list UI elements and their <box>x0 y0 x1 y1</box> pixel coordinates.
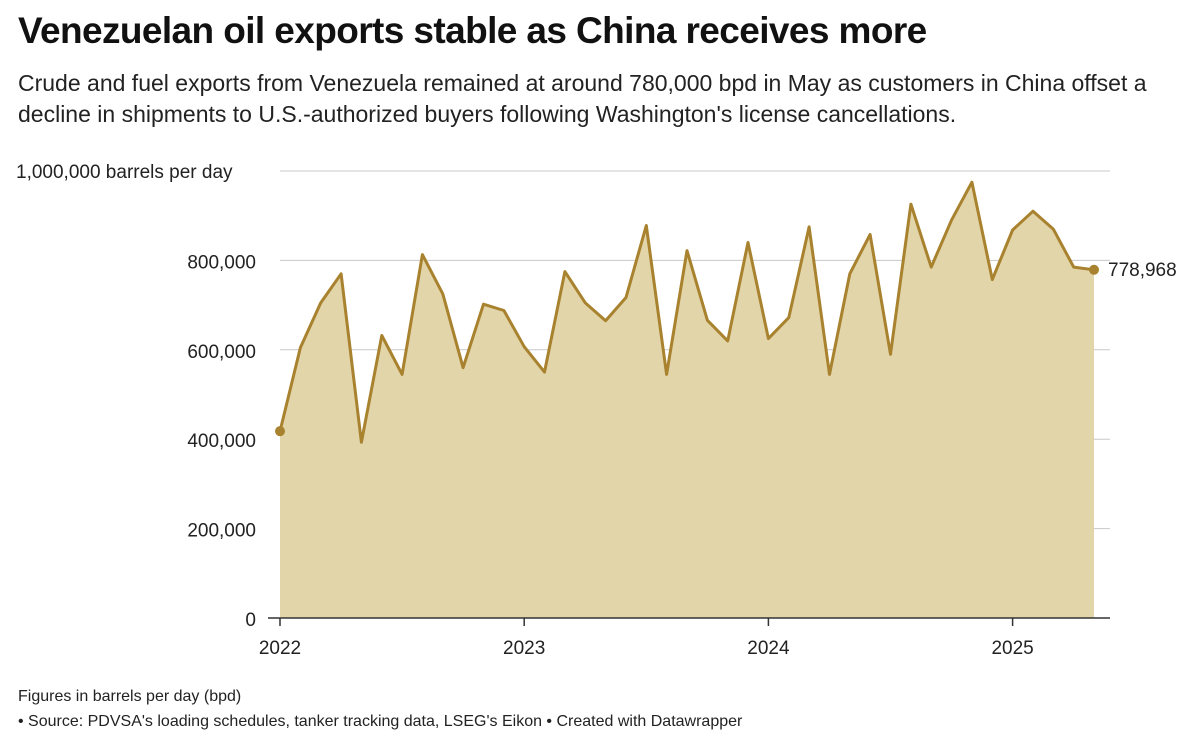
area-fill <box>280 182 1094 618</box>
y-tick-label: 600,000 <box>187 342 256 363</box>
y-tick-label: 200,000 <box>187 521 256 542</box>
y-tick-label: 800,000 <box>187 252 256 273</box>
x-tick-label: 2022 <box>259 638 301 659</box>
y-tick-label: 1,000,000 barrels per day <box>16 162 233 183</box>
end-point-marker <box>1089 264 1099 275</box>
end-markers: 778,968 <box>275 260 1177 437</box>
source-note: • Source: PDVSA's loading schedules, tan… <box>18 713 743 730</box>
chart-subtitle: Crude and fuel exports from Venezuela re… <box>18 70 1147 127</box>
chart-title: Venezuelan oil exports stable as China r… <box>18 10 927 51</box>
start-point-marker <box>275 426 285 437</box>
end-value-label: 778,968 <box>1108 260 1177 281</box>
y-tick-label: 400,000 <box>187 431 256 452</box>
y-axis-ticks: 0 200,000 400,000 600,000 800,000 1,000,000 b… <box>16 162 256 631</box>
x-tick-label: 2025 <box>991 638 1033 659</box>
y-tick-label: 0 <box>245 610 256 631</box>
x-tick-label: 2023 <box>503 638 545 659</box>
chart-notes: Figures in barrels per day (bpd) • Sourc… <box>18 684 742 734</box>
x-tick-label: 2024 <box>747 638 790 659</box>
footnote: Figures in barrels per day (bpd) <box>18 688 242 705</box>
series-line <box>278 180 1095 444</box>
area-chart: 2022 2023 2024 2025 0 200,000 400,000 600,000 8… <box>16 162 1177 659</box>
x-axis-ticks: 2022 2023 2024 2025 <box>259 618 1034 659</box>
